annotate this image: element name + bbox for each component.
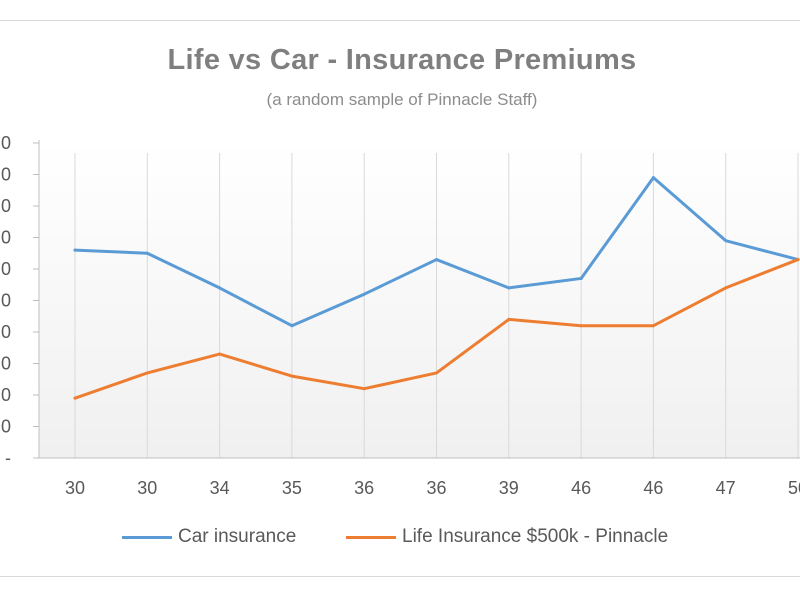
data-point-life [218, 352, 222, 356]
legend-swatch-car [122, 535, 172, 539]
data-point-car [362, 292, 366, 296]
y-tick-label: 0 [1, 165, 11, 185]
x-tick-label: 47 [716, 478, 736, 498]
y-tick-label: 0 [1, 322, 11, 342]
y-tick-label: - [5, 448, 11, 468]
data-point-car [579, 276, 583, 280]
chart-title: Life vs Car - Insurance Premiums [167, 44, 637, 76]
x-tick-label: 46 [571, 478, 591, 498]
legend-label-car: Car insurance [178, 526, 297, 547]
x-tick-label: 46 [643, 478, 663, 498]
y-tick-label: 0 [1, 133, 11, 153]
chart-frame-bottom [0, 576, 800, 577]
data-point-life [145, 371, 149, 375]
y-tick-label: 0 [1, 196, 11, 216]
chart-frame-top [0, 20, 800, 21]
data-point-life [724, 286, 728, 290]
y-tick-label: 0 [1, 228, 11, 248]
data-point-car [724, 239, 728, 243]
data-point-car [73, 248, 77, 252]
data-point-life [362, 387, 366, 391]
data-point-life [796, 258, 800, 262]
data-point-life [73, 396, 77, 400]
x-tick-label: 36 [426, 478, 446, 498]
data-point-car [507, 286, 511, 290]
y-tick-label: 0 [1, 385, 11, 405]
data-point-car [435, 258, 438, 262]
data-point-car [290, 324, 294, 328]
x-tick-label: 30 [137, 478, 157, 498]
x-tick-label: 50 [788, 478, 800, 498]
chart-legend: Car insurance Life Insurance $500k - Pin… [0, 526, 800, 554]
y-tick-label: 0 [1, 417, 11, 437]
data-point-life [579, 324, 583, 328]
data-point-car [218, 286, 222, 290]
x-tick-label: 34 [210, 478, 230, 498]
data-point-car [651, 176, 655, 180]
data-point-life [290, 374, 294, 378]
data-point-car [145, 251, 149, 255]
legend-swatch-life [346, 535, 396, 539]
x-tick-label: 39 [499, 478, 519, 498]
data-point-life [435, 371, 438, 375]
legend-item-life-insurance: Life Insurance $500k - Pinnacle [346, 526, 668, 548]
x-tick-label: 30 [65, 478, 85, 498]
legend-label-life: Life Insurance $500k - Pinnacle [402, 526, 669, 547]
y-tick-label: 0 [1, 354, 11, 374]
data-point-life [507, 317, 511, 321]
plot-area [39, 140, 800, 458]
x-tick-label: 35 [282, 478, 302, 498]
chart-subtitle: (a random sample of Pinnacle Staff) [266, 90, 538, 109]
y-tick-label: 0 [1, 291, 11, 311]
data-point-life [651, 324, 655, 328]
legend-item-car-insurance: Car insurance [122, 526, 296, 548]
y-tick-label: 0 [1, 259, 11, 279]
x-tick-label: 36 [354, 478, 374, 498]
